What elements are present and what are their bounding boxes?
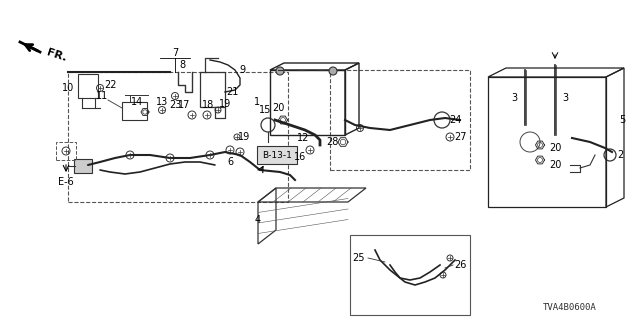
Text: 13: 13: [156, 97, 168, 107]
Text: 11: 11: [96, 91, 108, 101]
Text: 25: 25: [352, 253, 364, 263]
Text: 3: 3: [511, 93, 517, 103]
Text: 4: 4: [255, 215, 261, 225]
FancyBboxPatch shape: [74, 159, 92, 173]
Text: 2: 2: [617, 150, 623, 160]
Text: 21: 21: [226, 87, 238, 97]
Text: 20: 20: [549, 160, 561, 170]
FancyBboxPatch shape: [257, 146, 297, 164]
Circle shape: [329, 67, 337, 75]
Text: 26: 26: [454, 260, 466, 270]
Text: 7: 7: [172, 48, 178, 58]
Text: 1: 1: [254, 97, 260, 107]
Text: 28: 28: [326, 137, 338, 147]
Text: 18: 18: [202, 100, 214, 110]
Text: 27: 27: [454, 132, 467, 142]
Text: 16: 16: [294, 152, 306, 162]
Text: 5: 5: [619, 115, 625, 125]
Text: E-6: E-6: [58, 177, 74, 187]
Text: 12: 12: [297, 133, 309, 143]
Text: 19: 19: [219, 99, 231, 109]
Text: 10: 10: [62, 83, 74, 93]
Text: 14: 14: [131, 97, 143, 107]
Text: 20: 20: [549, 143, 561, 153]
Text: 9: 9: [239, 65, 245, 75]
Text: FR.: FR.: [45, 47, 68, 63]
Text: 15: 15: [259, 105, 271, 115]
Circle shape: [276, 67, 284, 75]
Text: 6: 6: [227, 157, 233, 167]
Text: 19: 19: [238, 132, 250, 142]
Text: 20: 20: [272, 103, 284, 113]
Text: TVA4B0600A: TVA4B0600A: [543, 303, 597, 312]
Text: 24: 24: [449, 115, 461, 125]
Text: 17: 17: [178, 100, 190, 110]
Text: 3: 3: [562, 93, 568, 103]
Text: 23: 23: [169, 100, 181, 110]
Text: 8: 8: [179, 60, 185, 70]
Text: 22: 22: [104, 80, 116, 90]
Text: B-13-1: B-13-1: [262, 150, 292, 159]
